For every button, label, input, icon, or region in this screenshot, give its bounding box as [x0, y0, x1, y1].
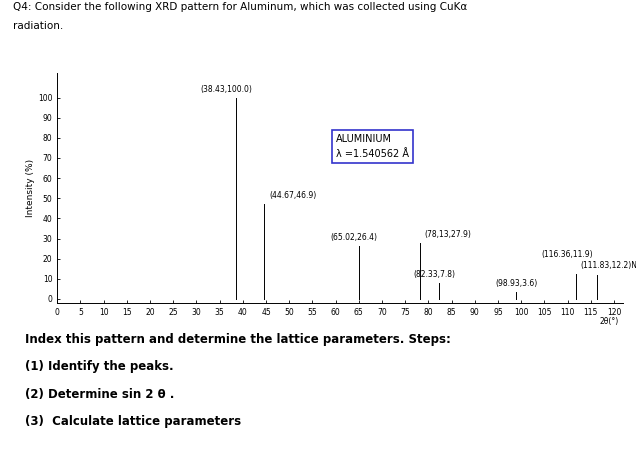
Text: (2) Determine sin 2 θ .: (2) Determine sin 2 θ . [25, 388, 175, 401]
Text: radiation.: radiation. [13, 21, 63, 31]
Text: (78,13,27.9): (78,13,27.9) [424, 230, 471, 239]
Text: 2θ(°): 2θ(°) [599, 317, 619, 326]
Text: (111.83,12.2)N: (111.83,12.2)N [581, 261, 636, 270]
Text: (1) Identify the peaks.: (1) Identify the peaks. [25, 360, 174, 373]
Text: (44.67,46.9): (44.67,46.9) [269, 191, 316, 201]
Text: Q4: Consider the following XRD pattern for Aluminum, which was collected using C: Q4: Consider the following XRD pattern f… [13, 2, 467, 12]
Text: (82.33,7.8): (82.33,7.8) [413, 270, 455, 279]
Y-axis label: Intensity (%): Intensity (%) [26, 159, 35, 217]
Text: ALUMINIUM
λ =1.540562 Å: ALUMINIUM λ =1.540562 Å [336, 134, 408, 159]
Text: (3)  Calculate lattice parameters: (3) Calculate lattice parameters [25, 415, 242, 428]
Text: (38.43,100.0): (38.43,100.0) [200, 84, 252, 94]
Text: (98.93,3.6): (98.93,3.6) [495, 279, 537, 288]
Text: (65.02,26.4): (65.02,26.4) [331, 233, 378, 242]
Text: Index this pattern and determine the lattice parameters. Steps:: Index this pattern and determine the lat… [25, 333, 452, 346]
Text: (116.36,11.9): (116.36,11.9) [541, 250, 593, 259]
